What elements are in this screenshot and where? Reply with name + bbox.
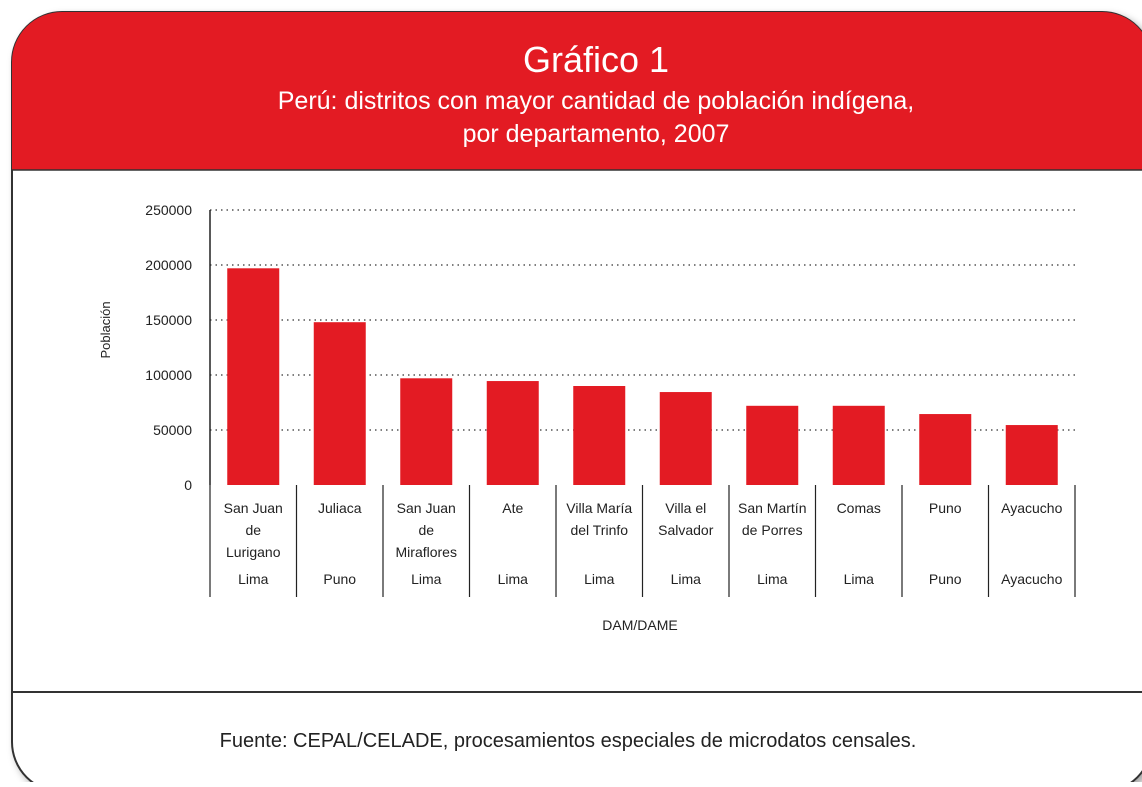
bar	[227, 268, 280, 485]
department-label: Lima	[411, 571, 442, 587]
bar	[746, 405, 799, 485]
bar	[1005, 425, 1058, 485]
header	[12, 12, 1142, 170]
department-label: Lima	[757, 571, 788, 587]
x-tick-label: Villa el Salvador	[658, 500, 714, 538]
chart-title: Gráfico 1	[523, 39, 669, 80]
department-label: Ayacucho	[1001, 571, 1062, 587]
department-label: Lima	[671, 571, 702, 587]
x-tick-label: San Juan de Miraflores	[396, 500, 457, 560]
bar	[313, 322, 366, 485]
bar	[659, 392, 712, 485]
x-tick-label: Ate	[502, 500, 523, 516]
y-tick-label: 150000	[145, 312, 192, 328]
x-tick-label: Villa María del Trinfo	[566, 500, 632, 538]
y-tick-label: 0	[184, 477, 192, 493]
department-label: Puno	[323, 571, 356, 587]
chart-subtitle: Perú: distritos con mayor cantidad de po…	[278, 87, 915, 115]
x-tick-label: San Juan de Lurigano	[224, 500, 283, 560]
bar	[832, 405, 885, 485]
x-axis-label: DAM/DAME	[602, 617, 677, 633]
y-tick-label: 250000	[145, 202, 192, 218]
y-tick-label: 100000	[145, 367, 192, 383]
y-tick-label: 50000	[153, 422, 192, 438]
department-label: Puno	[929, 571, 962, 587]
x-tick-label: Puno	[929, 500, 962, 516]
y-axis-label: Población	[98, 301, 113, 358]
department-label: Lima	[498, 571, 529, 587]
department-label: Lima	[238, 571, 269, 587]
x-tick-label: Juliaca	[318, 500, 362, 516]
bar	[919, 414, 972, 485]
department-label: Lima	[844, 571, 875, 587]
bar	[486, 381, 539, 485]
y-tick-label: 200000	[145, 257, 192, 273]
x-tick-label: Ayacucho	[1001, 500, 1062, 516]
bar	[400, 378, 453, 485]
x-tick-label: San Martín de Porres	[738, 500, 806, 538]
bar	[573, 386, 626, 485]
source-note: Fuente: CEPAL/CELADE, procesamientos esp…	[220, 730, 917, 752]
x-tick-label: Comas	[837, 500, 881, 516]
department-label: Lima	[584, 571, 615, 587]
chart-subtitle: por departamento, 2007	[463, 120, 730, 148]
